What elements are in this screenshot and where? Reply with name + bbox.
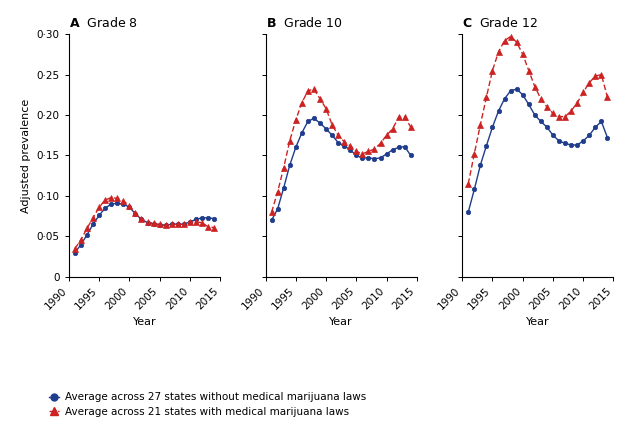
- X-axis label: Year: Year: [329, 317, 353, 327]
- Text: $\mathbf{A}$  Grade 8: $\mathbf{A}$ Grade 8: [69, 16, 138, 30]
- X-axis label: Year: Year: [526, 317, 550, 327]
- Legend: Average across 27 states without medical marijuana laws, Average across 21 state: Average across 27 states without medical…: [49, 392, 366, 417]
- Text: $\mathbf{C}$  Grade 12: $\mathbf{C}$ Grade 12: [462, 16, 538, 30]
- X-axis label: Year: Year: [133, 317, 156, 327]
- Y-axis label: Adjusted prevalence: Adjusted prevalence: [21, 98, 31, 213]
- Text: $\mathbf{B}$  Grade 10: $\mathbf{B}$ Grade 10: [265, 16, 342, 30]
